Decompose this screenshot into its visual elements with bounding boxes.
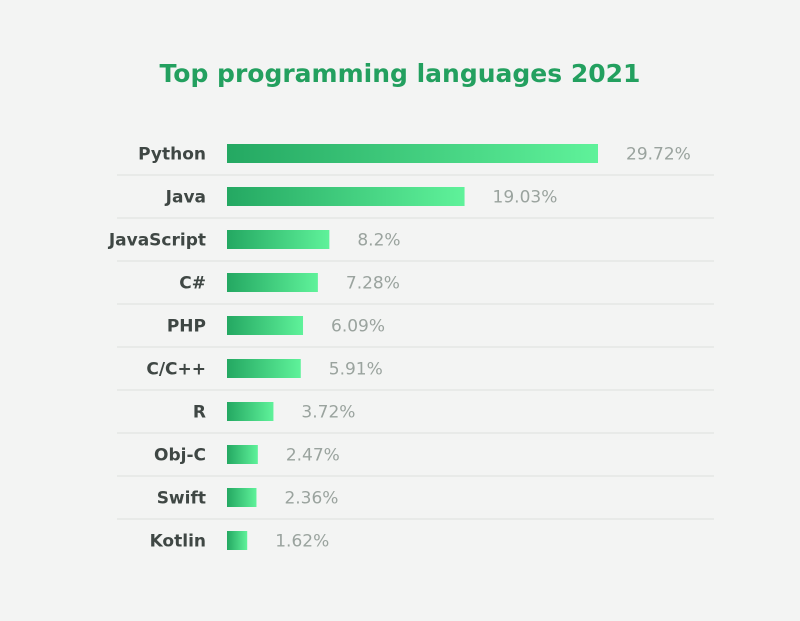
value-label: 8.2% [357, 231, 400, 251]
category-label: Obj-C [154, 446, 206, 466]
chart-title: Top programming languages 2021 [160, 59, 641, 88]
bar [227, 230, 330, 249]
bar [227, 359, 301, 378]
value-label: 29.72% [626, 145, 691, 165]
bar [227, 402, 274, 421]
value-label: 5.91% [329, 360, 383, 380]
category-label: Python [138, 145, 206, 165]
category-label: R [193, 403, 206, 423]
category-label: C/C++ [146, 360, 206, 380]
value-label: 6.09% [331, 317, 385, 337]
category-label: Java [165, 188, 206, 208]
bar [227, 488, 257, 507]
category-label: PHP [167, 317, 206, 337]
bar [227, 316, 304, 335]
category-label: Kotlin [150, 532, 206, 552]
bar [227, 273, 318, 292]
category-label: C# [179, 274, 206, 294]
category-label: Swift [157, 489, 206, 509]
category-label: JavaScript [108, 231, 206, 251]
value-label: 1.62% [275, 532, 329, 552]
value-label: 3.72% [301, 403, 355, 423]
bar [227, 144, 598, 163]
bar [227, 187, 465, 206]
bar [227, 445, 258, 464]
value-label: 2.47% [286, 446, 340, 466]
value-label: 19.03% [493, 188, 558, 208]
chart-body: Python 29.72% Java 19.03% JavaScript 8.2% C# 7.… [108, 144, 714, 552]
value-label: 7.28% [346, 274, 400, 294]
value-label: 2.36% [284, 489, 338, 509]
bar [227, 531, 248, 550]
